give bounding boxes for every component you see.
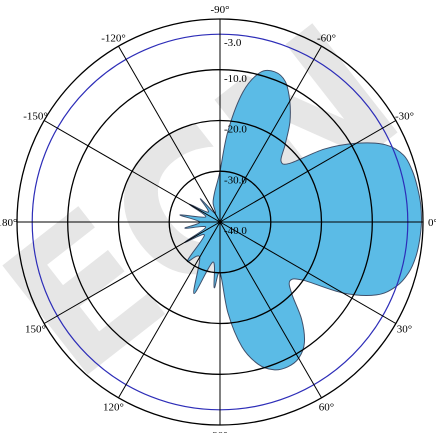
- spoke-line: [219, 45, 322, 223]
- ring-label: -3.0: [224, 37, 242, 49]
- spoke-line: [43, 221, 221, 324]
- angle-label: -30°: [395, 111, 414, 123]
- angle-label: 120°: [103, 402, 124, 414]
- angle-label: 180°: [0, 217, 17, 229]
- angle-label: 90°: [212, 430, 227, 433]
- ring-label: -40.0: [224, 225, 247, 237]
- angle-label: -60°: [317, 33, 336, 45]
- angle-label: 60°: [319, 402, 334, 414]
- spoke-line: [219, 120, 397, 223]
- angle-label: 150°: [25, 324, 46, 336]
- angle-label: 30°: [397, 324, 412, 336]
- angle-label: 0°: [428, 217, 436, 229]
- ring-label: -30.0: [224, 174, 247, 186]
- spoke-line: [219, 221, 322, 399]
- radiation-pattern-area: [179, 69, 423, 371]
- ring-label: -20.0: [224, 124, 247, 136]
- spoke-line: [118, 221, 221, 399]
- spoke-line: [118, 45, 221, 223]
- angle-label: -150°: [23, 111, 48, 123]
- angle-label: -120°: [101, 33, 126, 45]
- radiation-pattern-layer: [179, 69, 423, 371]
- polar-labels: -3.0 -10.0 -20.0 -30.0 -40.0 -90° -60° -30° 0° 30…: [0, 4, 436, 433]
- spoke-line: [219, 221, 397, 324]
- angle-label: -90°: [210, 4, 229, 16]
- spoke-line: [43, 120, 221, 223]
- polar-grid: [16, 18, 424, 426]
- ring-label: -10.0: [224, 73, 247, 85]
